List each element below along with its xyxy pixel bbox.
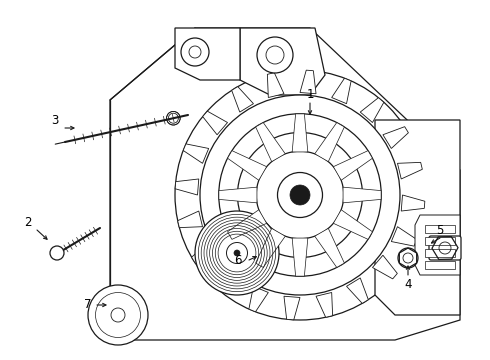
Polygon shape: [183, 144, 209, 163]
Text: 1: 1: [306, 89, 314, 102]
Circle shape: [238, 132, 363, 257]
Polygon shape: [256, 122, 285, 162]
Polygon shape: [415, 215, 460, 275]
Text: 7: 7: [84, 298, 92, 311]
Polygon shape: [360, 98, 384, 122]
Circle shape: [195, 211, 279, 295]
Polygon shape: [203, 111, 227, 135]
Text: 3: 3: [51, 113, 59, 126]
Polygon shape: [425, 225, 455, 233]
Circle shape: [175, 70, 425, 320]
Polygon shape: [425, 237, 455, 245]
Polygon shape: [192, 242, 217, 263]
Polygon shape: [227, 210, 267, 239]
Polygon shape: [178, 211, 202, 228]
Circle shape: [234, 250, 240, 256]
Circle shape: [88, 285, 148, 345]
FancyBboxPatch shape: [429, 236, 461, 260]
Polygon shape: [284, 296, 300, 320]
Polygon shape: [268, 73, 284, 98]
Polygon shape: [383, 127, 408, 148]
Circle shape: [181, 38, 209, 66]
Polygon shape: [397, 162, 422, 179]
Polygon shape: [333, 210, 372, 239]
Polygon shape: [292, 238, 308, 276]
Circle shape: [219, 114, 381, 276]
Text: 6: 6: [234, 253, 242, 266]
Polygon shape: [216, 267, 240, 292]
Polygon shape: [219, 187, 257, 203]
Text: 5: 5: [436, 224, 443, 237]
Polygon shape: [346, 278, 368, 303]
Circle shape: [256, 151, 344, 239]
Polygon shape: [375, 120, 460, 315]
Polygon shape: [249, 286, 269, 312]
Polygon shape: [316, 292, 333, 317]
Polygon shape: [425, 249, 455, 257]
Text: 4: 4: [404, 279, 412, 292]
Polygon shape: [240, 28, 325, 95]
Polygon shape: [343, 187, 381, 203]
Polygon shape: [256, 228, 285, 267]
Circle shape: [277, 172, 322, 217]
Polygon shape: [300, 70, 316, 94]
Polygon shape: [401, 195, 425, 211]
Polygon shape: [175, 179, 199, 195]
Circle shape: [226, 243, 247, 264]
Polygon shape: [315, 122, 344, 162]
Circle shape: [200, 95, 400, 295]
Polygon shape: [392, 227, 417, 246]
Polygon shape: [332, 78, 351, 104]
Polygon shape: [232, 87, 253, 112]
Polygon shape: [372, 255, 397, 279]
Polygon shape: [425, 261, 455, 269]
Polygon shape: [333, 150, 372, 180]
Polygon shape: [175, 28, 240, 80]
Polygon shape: [110, 28, 460, 340]
Circle shape: [257, 37, 293, 73]
Circle shape: [290, 185, 310, 205]
Text: 2: 2: [24, 216, 32, 229]
Polygon shape: [227, 150, 267, 180]
Circle shape: [398, 248, 418, 268]
Polygon shape: [315, 228, 344, 267]
Circle shape: [50, 246, 64, 260]
Polygon shape: [292, 114, 308, 152]
